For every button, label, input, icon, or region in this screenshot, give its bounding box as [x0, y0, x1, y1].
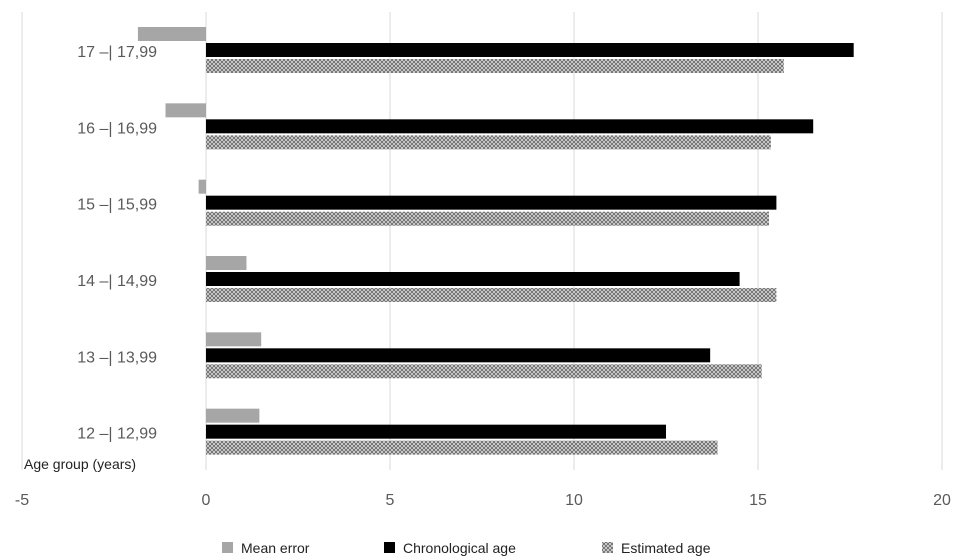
bar-est [206, 440, 718, 455]
legend-swatch-chrono [384, 542, 395, 553]
bar-chrono [206, 424, 666, 439]
category-label: 16 –| 16,99 [77, 120, 157, 137]
bar-chrono [206, 272, 740, 286]
category-label: 12 –| 12,99 [77, 426, 157, 443]
bar-chrono [206, 348, 711, 363]
category-label: 14 –| 14,99 [77, 273, 157, 290]
legend-label-chrono: Chronological age [403, 540, 516, 556]
x-tick-label: 5 [386, 492, 395, 509]
category-labels: 12 –| 12,99 13 –| 13,99 14 –| 14,99 15 –| 1… [77, 44, 157, 443]
x-tick-labels: -5 0 5 10 15 20 [15, 492, 951, 509]
legend: Mean error Chronological age Estimated age [222, 540, 711, 556]
bar-chrono [206, 43, 854, 57]
bar-est [206, 59, 784, 73]
bar-est [206, 211, 770, 226]
x-tick-label: 15 [749, 492, 767, 509]
bar-mean [137, 27, 206, 41]
bars [137, 27, 854, 455]
category-label: 13 –| 13,99 [77, 349, 157, 366]
bar-chrono [206, 119, 814, 134]
bar-mean [206, 408, 260, 423]
bar-est [206, 364, 762, 379]
category-label: 15 –| 15,99 [77, 197, 157, 214]
x-tick-label: 0 [202, 492, 211, 509]
legend-swatch-est [602, 542, 613, 553]
gridlines [21, 12, 943, 470]
bar-chrono [206, 195, 777, 210]
x-tick-label: 20 [933, 492, 951, 509]
bar-est [206, 135, 771, 150]
x-tick-label: -5 [15, 492, 29, 509]
legend-label-mean: Mean error [241, 540, 310, 556]
bar-mean [198, 179, 206, 194]
y-axis-title: Age group (years) [24, 456, 136, 472]
bar-mean [206, 256, 247, 270]
x-tick-label: 10 [565, 492, 583, 509]
bar-mean [206, 332, 262, 347]
legend-swatch-mean [222, 542, 233, 553]
bar-mean [165, 103, 206, 118]
legend-label-est: Estimated age [621, 540, 711, 556]
bar-est [206, 288, 777, 302]
category-label: 17 –| 17,99 [77, 44, 157, 61]
